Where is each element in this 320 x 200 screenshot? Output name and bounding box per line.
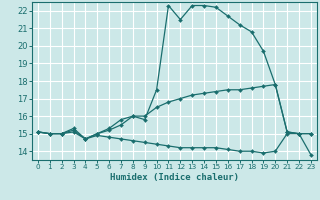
X-axis label: Humidex (Indice chaleur): Humidex (Indice chaleur) [110, 173, 239, 182]
